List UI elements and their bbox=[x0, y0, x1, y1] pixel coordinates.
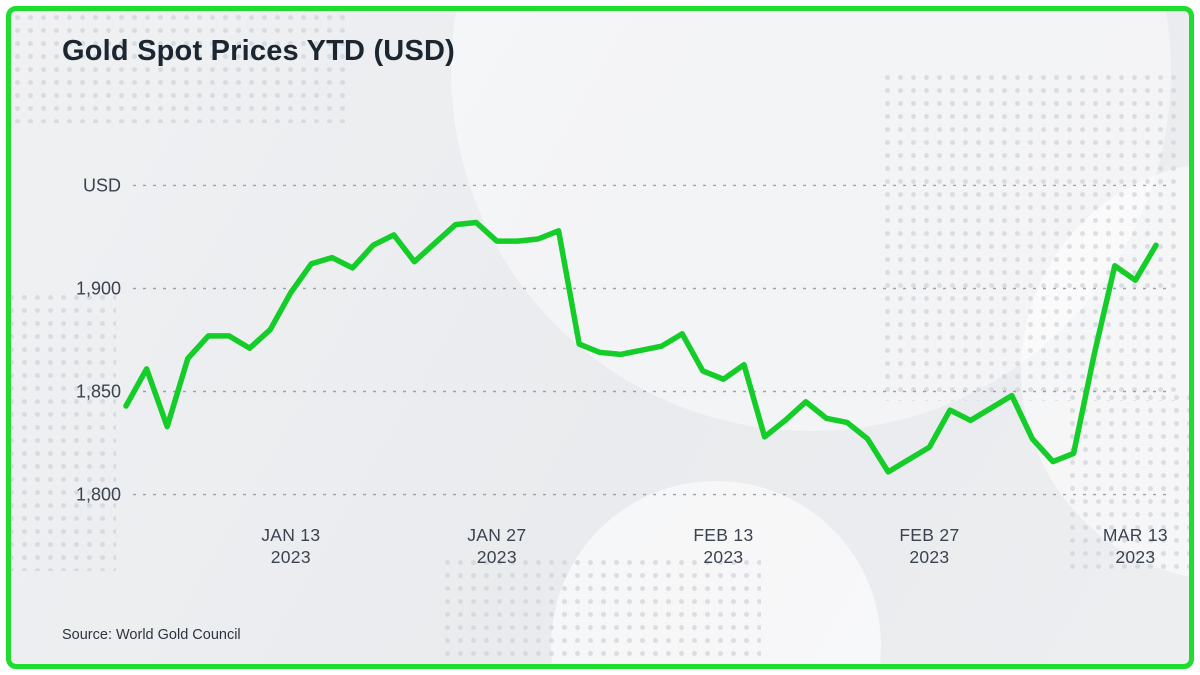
x-tick-label: MAR 13 bbox=[1103, 525, 1168, 545]
chart-card: Gold Spot Prices YTD (USD) USD 1,900 1,850… bbox=[6, 6, 1194, 669]
x-tick-label-year: 2023 bbox=[477, 547, 517, 567]
page-title: Gold Spot Prices YTD (USD) bbox=[62, 35, 455, 67]
x-tick-label-year: 2023 bbox=[1115, 547, 1155, 567]
x-tick-label-year: 2023 bbox=[909, 547, 949, 567]
chart: USD 1,900 1,850 1,800 JAN 13 2023 JAN 27 2023 FE… bbox=[41, 131, 1171, 581]
x-tick-label-year: 2023 bbox=[703, 547, 743, 567]
price-line bbox=[123, 219, 1159, 475]
x-tick-label: FEB 27 bbox=[899, 525, 959, 545]
y-axis-label: 1,900 bbox=[76, 279, 121, 299]
y-axis-label: USD bbox=[83, 175, 121, 195]
x-tick-label-year: 2023 bbox=[271, 547, 311, 567]
source-credit: Source: World Gold Council bbox=[62, 627, 241, 643]
y-axis-label: 1,850 bbox=[76, 382, 121, 402]
x-tick-label: FEB 13 bbox=[693, 525, 753, 545]
x-tick-label: JAN 13 bbox=[261, 525, 320, 545]
y-axis-label: 1,800 bbox=[76, 485, 121, 505]
x-tick-label: JAN 27 bbox=[467, 525, 526, 545]
